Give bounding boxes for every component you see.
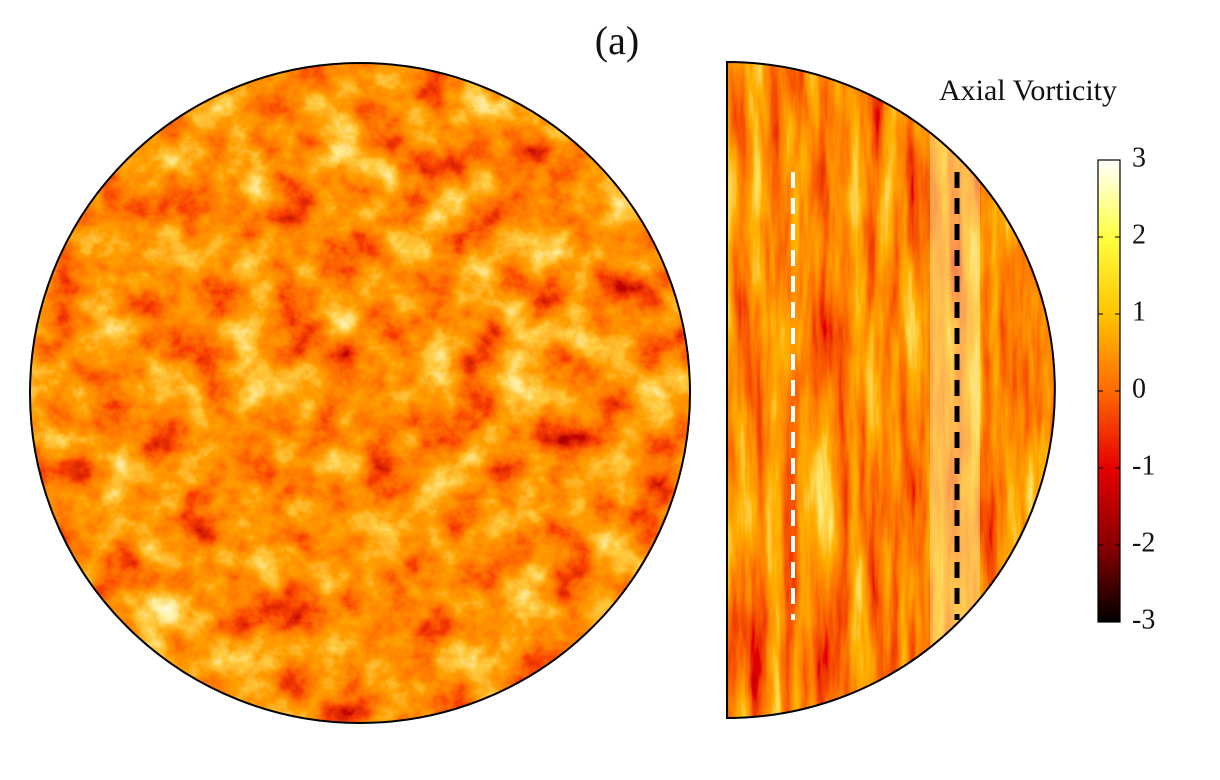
colorbar-tick-label: -3 (1132, 604, 1155, 635)
colorbar-tick-label: 2 (1132, 219, 1146, 250)
disk-field (30, 63, 690, 723)
disk-outline (29, 62, 691, 724)
colorbar-tick-label: -1 (1132, 450, 1155, 481)
colorbar-tick-label: 3 (1132, 142, 1146, 173)
meridional-field (727, 62, 1055, 718)
colorbar-label: Axial Vorticity (939, 74, 1117, 107)
half-disk-outline (726, 60, 1056, 720)
colorbar-tick-label: -2 (1132, 527, 1155, 558)
colorbar-tick-label: 0 (1132, 373, 1146, 404)
panel-title: (a) (595, 18, 639, 63)
colorbar-tick-label: 1 (1132, 296, 1146, 327)
